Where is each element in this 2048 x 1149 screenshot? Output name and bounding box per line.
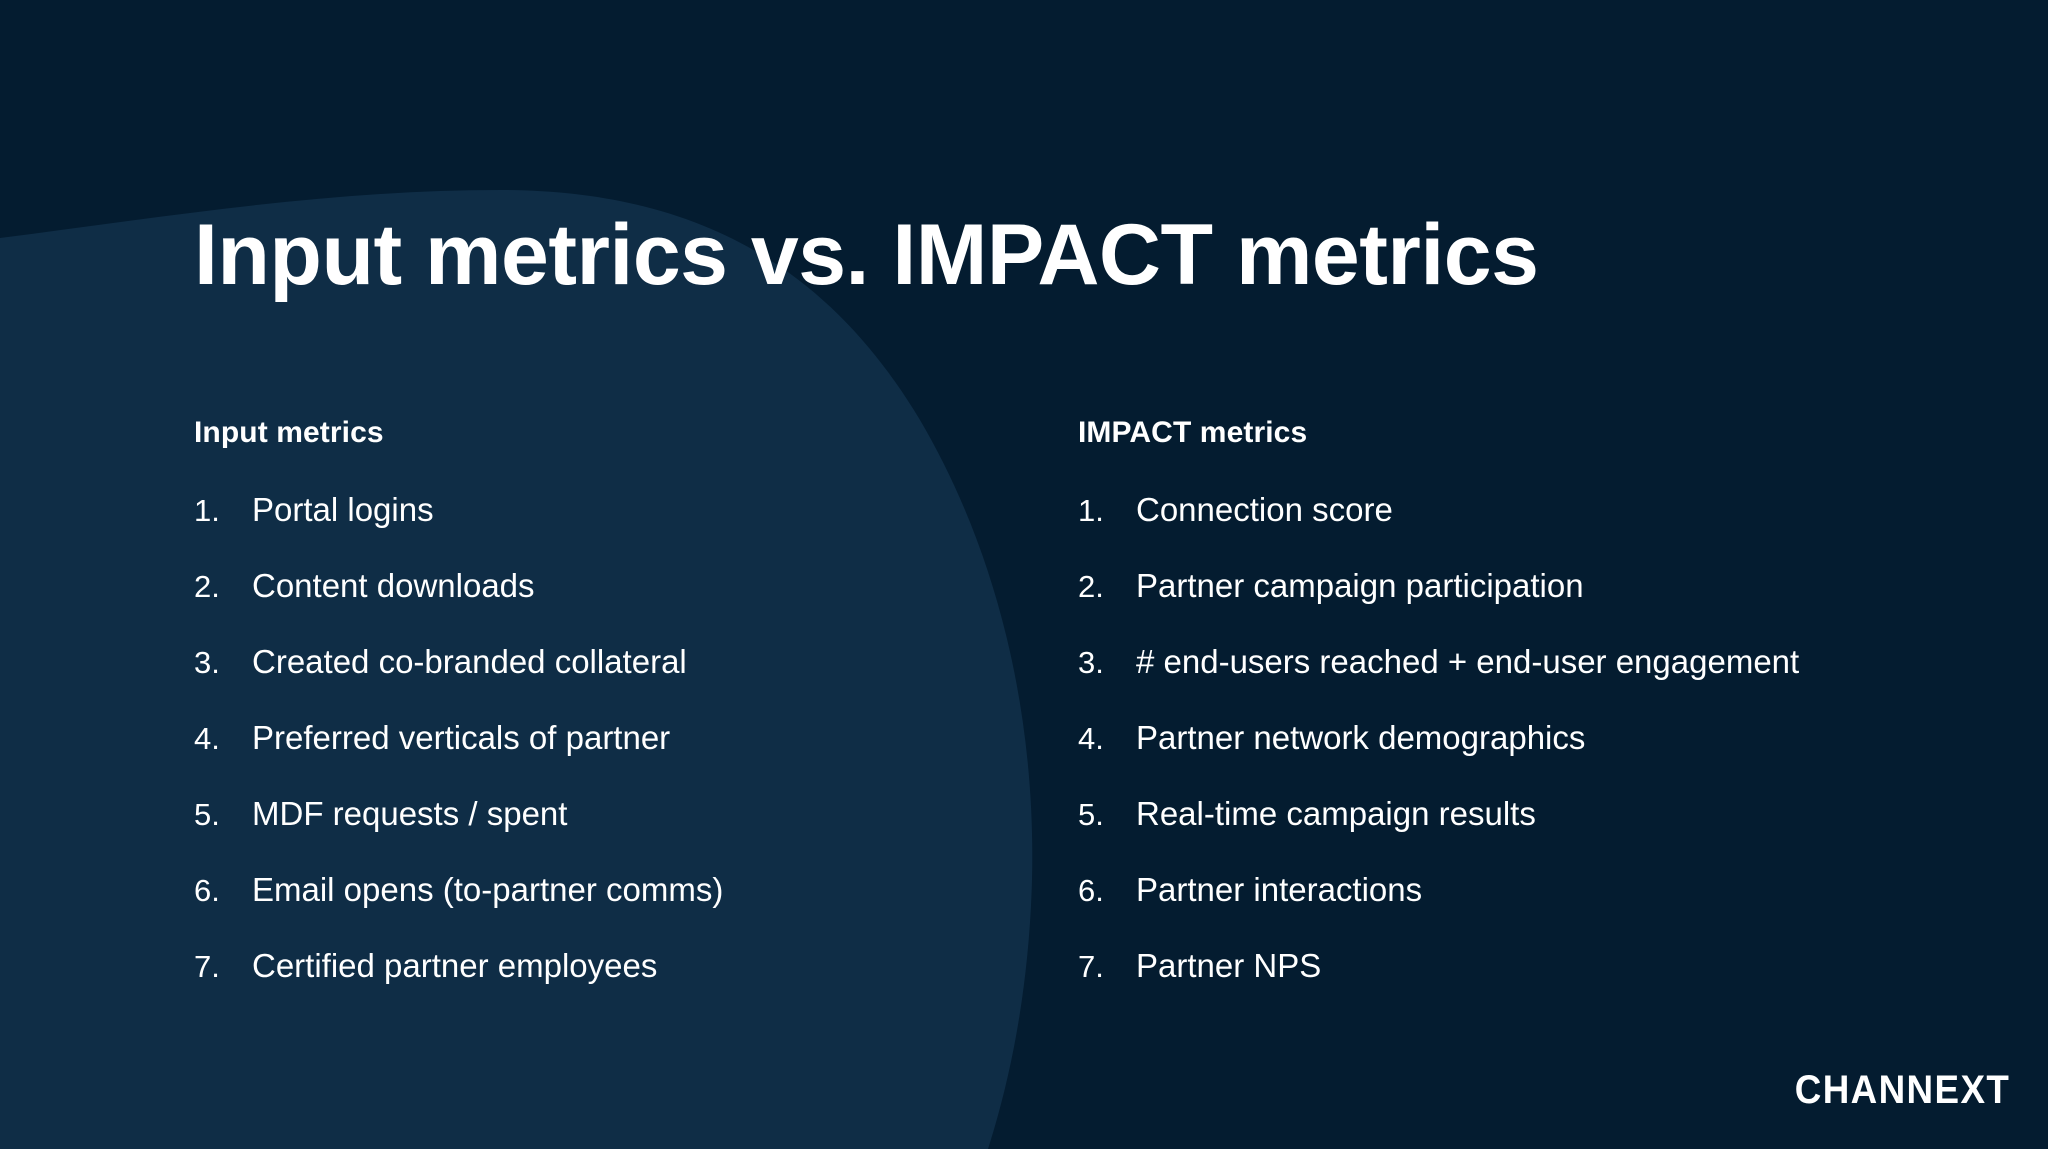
list-item-index: 3. <box>1078 644 1104 680</box>
list-item: 7. Partner NPS <box>1078 947 1998 986</box>
list-item: 6. Partner interactions <box>1078 871 1998 910</box>
list-item-index: 2. <box>1078 568 1104 604</box>
list-item: 5. MDF requests / spent <box>194 795 1024 834</box>
list-item-index: 6. <box>194 872 220 908</box>
list-item: 3. # end-users reached + end-user engage… <box>1078 643 1998 682</box>
list-item: 2. Content downloads <box>194 567 1024 606</box>
impact-metrics-column: IMPACT metrics 1. Connection score 2. Pa… <box>1078 416 1998 986</box>
list-item-label: Created co-branded collateral <box>252 642 687 680</box>
list-item-label: MDF requests / spent <box>252 794 568 832</box>
list-item-label: Real-time campaign results <box>1136 794 1536 832</box>
list-item: 1. Portal logins <box>194 491 1024 530</box>
list-item: 5. Real-time campaign results <box>1078 795 1998 834</box>
list-item-label: Portal logins <box>252 491 434 528</box>
list-item: 7. Certified partner employees <box>194 947 1024 986</box>
input-metrics-list: 1. Portal logins 2. Content downloads 3.… <box>194 491 1024 986</box>
input-metrics-column: Input metrics 1. Portal logins 2. Conten… <box>194 416 1024 986</box>
list-item-label: Connection score <box>1136 491 1393 528</box>
impact-metrics-heading: IMPACT metrics <box>1078 416 1308 449</box>
list-item-label: # end-users reached + end-user engagemen… <box>1136 642 1800 680</box>
list-item-label: Email opens (to-partner comms) <box>252 870 724 908</box>
list-item-label: Partner network demographics <box>1136 718 1586 756</box>
list-item-index: 4. <box>1078 720 1104 756</box>
list-item-index: 2. <box>194 568 220 604</box>
list-item-label: Preferred verticals of partner <box>252 718 671 756</box>
list-item: 4. Preferred verticals of partner <box>194 719 1024 758</box>
list-item: 4. Partner network demographics <box>1078 719 1998 758</box>
list-item-index: 1. <box>194 493 220 528</box>
list-item-index: 1. <box>1078 493 1104 528</box>
list-item-index: 6. <box>1078 872 1104 908</box>
list-item-label: Content downloads <box>252 566 535 604</box>
list-item-index: 7. <box>1078 948 1104 984</box>
input-metrics-heading: Input metrics <box>194 416 384 449</box>
list-item-label: Partner campaign participation <box>1136 566 1584 604</box>
list-item: 3. Created co-branded collateral <box>194 643 1024 682</box>
list-item-index: 3. <box>194 644 220 680</box>
list-item-label: Partner interactions <box>1136 870 1423 908</box>
list-item: 1. Connection score <box>1078 491 1998 530</box>
list-item-label: Partner NPS <box>1136 946 1322 984</box>
list-item-label: Certified partner employees <box>252 946 658 984</box>
list-item: 6. Email opens (to-partner comms) <box>194 871 1024 910</box>
list-item: 2. Partner campaign participation <box>1078 567 1998 606</box>
page-title: Input metrics vs. IMPACT metrics <box>194 207 1539 303</box>
list-item-index: 5. <box>194 796 220 832</box>
impact-metrics-list: 1. Connection score 2. Partner campaign … <box>1078 491 1998 986</box>
list-item-index: 5. <box>1078 796 1104 832</box>
list-item-index: 7. <box>194 948 220 984</box>
channext-logo: CHANNEXT <box>1794 1068 2010 1112</box>
list-item-index: 4. <box>194 720 220 756</box>
